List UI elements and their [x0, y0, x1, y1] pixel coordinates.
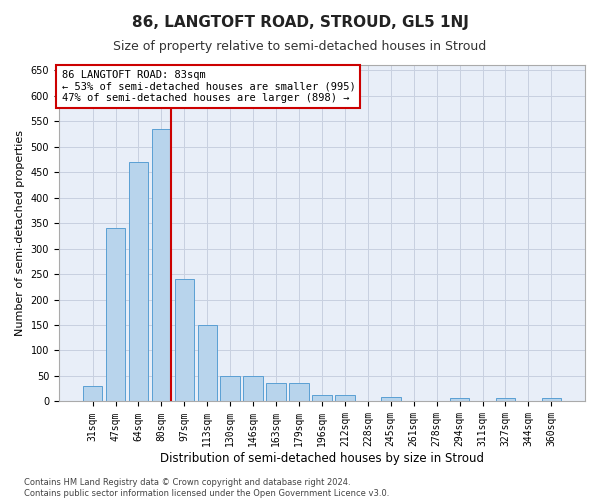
- Bar: [312, 395, 332, 402]
- Bar: [289, 383, 309, 402]
- Text: 86, LANGTOFT ROAD, STROUD, GL5 1NJ: 86, LANGTOFT ROAD, STROUD, GL5 1NJ: [131, 15, 469, 30]
- Bar: [106, 228, 125, 402]
- Bar: [83, 386, 103, 402]
- Bar: [266, 382, 286, 402]
- Y-axis label: Number of semi-detached properties: Number of semi-detached properties: [15, 130, 25, 336]
- Bar: [496, 398, 515, 402]
- Bar: [542, 398, 561, 402]
- Text: Contains HM Land Registry data © Crown copyright and database right 2024.
Contai: Contains HM Land Registry data © Crown c…: [24, 478, 389, 498]
- Bar: [335, 395, 355, 402]
- X-axis label: Distribution of semi-detached houses by size in Stroud: Distribution of semi-detached houses by …: [160, 452, 484, 465]
- Text: 86 LANGTOFT ROAD: 83sqm
← 53% of semi-detached houses are smaller (995)
47% of s: 86 LANGTOFT ROAD: 83sqm ← 53% of semi-de…: [62, 70, 355, 103]
- Bar: [450, 398, 469, 402]
- Bar: [197, 325, 217, 402]
- Bar: [244, 376, 263, 402]
- Bar: [128, 162, 148, 402]
- Bar: [220, 376, 240, 402]
- Bar: [152, 128, 171, 402]
- Bar: [175, 279, 194, 402]
- Bar: [381, 398, 401, 402]
- Text: Size of property relative to semi-detached houses in Stroud: Size of property relative to semi-detach…: [113, 40, 487, 53]
